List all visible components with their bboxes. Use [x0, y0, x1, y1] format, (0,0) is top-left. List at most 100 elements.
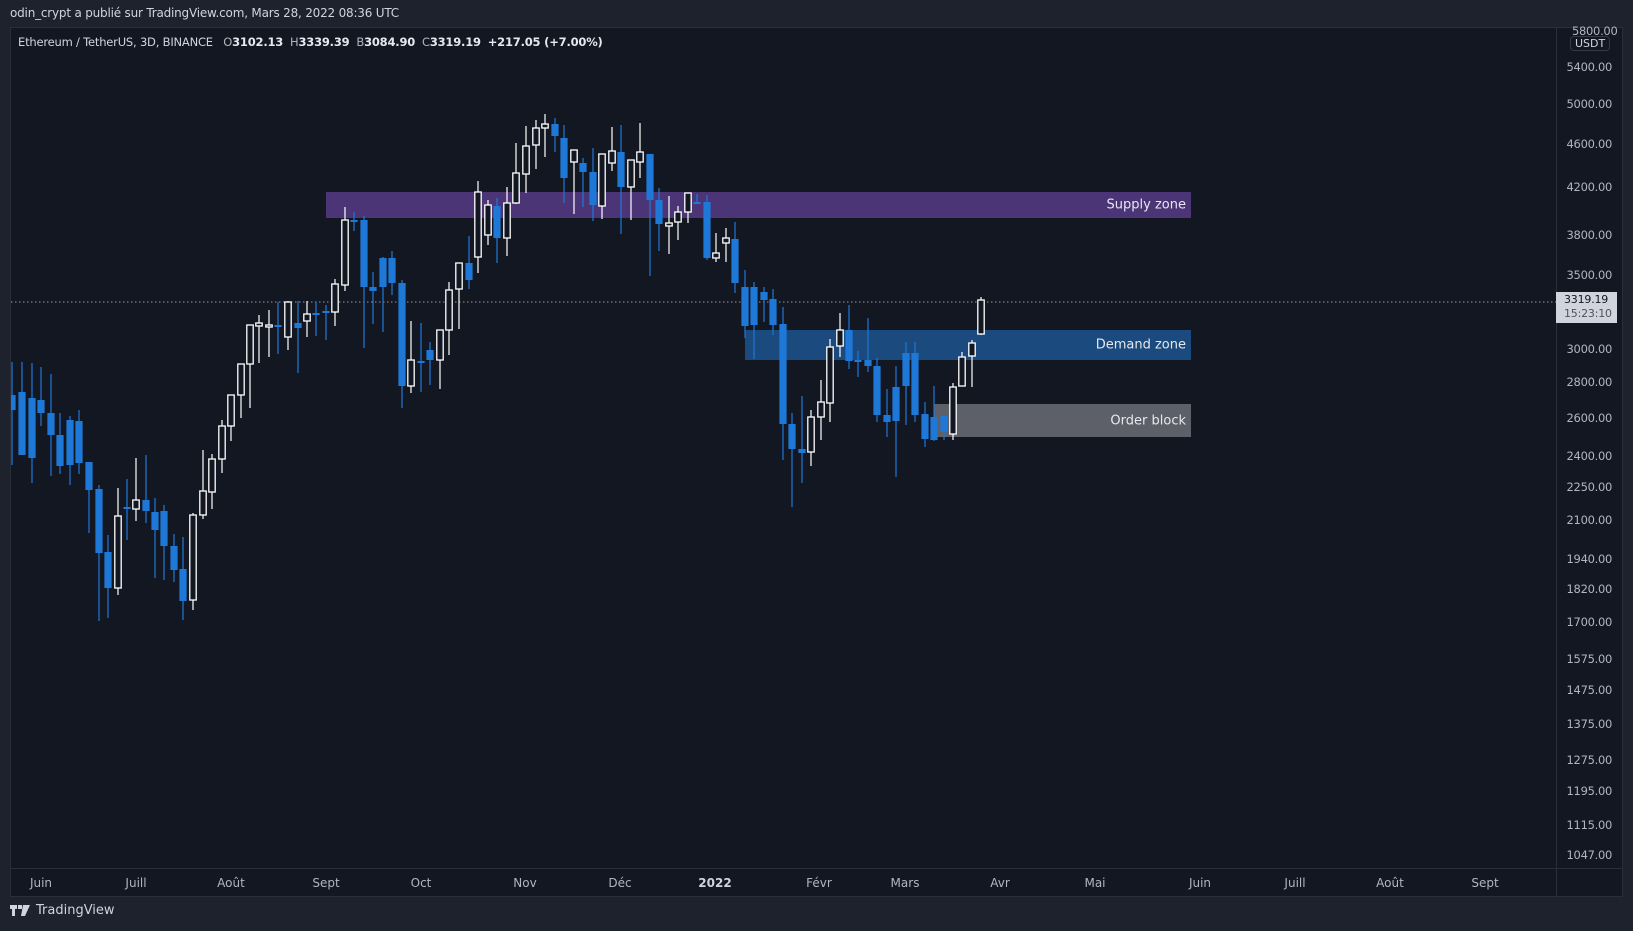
candle [47, 374, 55, 476]
tradingview-logo[interactable]: TradingView [10, 903, 115, 918]
candle [854, 351, 862, 377]
candle [331, 279, 339, 326]
time-label: Déc [608, 876, 632, 890]
zone-label: Demand zone [1095, 337, 1186, 353]
brand-name: TradingView [36, 903, 115, 918]
high-label: H [290, 35, 299, 49]
candle [665, 196, 673, 254]
candle [170, 534, 178, 582]
chart-frame[interactable] [10, 27, 1623, 897]
candle [151, 498, 159, 578]
candle [312, 302, 320, 336]
candle [474, 181, 482, 273]
symbol-name[interactable]: Ethereum / TetherUS, 3D, BINANCE [18, 35, 213, 49]
candle [512, 143, 520, 204]
symbol-legend[interactable]: Ethereum / TetherUS, 3D, BINANCE O3102.1… [18, 35, 603, 49]
candle [18, 362, 26, 455]
candle [445, 282, 453, 355]
candle [864, 318, 872, 372]
candle [779, 307, 787, 460]
price-label: 4600.00 [1566, 136, 1613, 151]
time-label: Juin [1188, 876, 1212, 890]
candle [436, 329, 444, 389]
time-label: Mars [890, 876, 920, 890]
candle [522, 126, 530, 193]
zone-rect[interactable] [326, 192, 1191, 218]
candle [75, 410, 83, 474]
candle [589, 148, 597, 221]
candle [769, 289, 777, 335]
zone-rect[interactable] [934, 404, 1191, 437]
price-label: 1047.00 [1566, 847, 1613, 862]
candle [788, 413, 796, 507]
candle [341, 207, 349, 291]
candle [265, 310, 273, 357]
candle [350, 212, 358, 231]
candle [760, 287, 768, 322]
candle [369, 272, 377, 324]
candle [845, 305, 853, 369]
candle [902, 342, 910, 425]
price-label: 3500.00 [1566, 267, 1613, 282]
price-label: 2100.00 [1566, 513, 1613, 528]
candle [712, 233, 720, 262]
candle [551, 118, 559, 152]
current-price-tag: 3319.19 15:23:10 [1556, 292, 1617, 323]
candle [417, 323, 425, 392]
time-label: Août [217, 876, 245, 890]
time-label: Août [1376, 876, 1404, 890]
price-label: 2250.00 [1566, 480, 1613, 495]
candle [388, 251, 396, 295]
time-label: Nov [513, 876, 537, 890]
price-label: 2600.00 [1566, 410, 1613, 425]
candle [911, 342, 919, 422]
candle [208, 454, 216, 509]
candle [873, 358, 881, 422]
candle [930, 386, 938, 441]
open-value: 3102.13 [232, 35, 284, 49]
candle [274, 302, 282, 354]
candle [227, 394, 235, 441]
candle [179, 537, 187, 620]
time-label: Juill [125, 876, 147, 890]
axis-corner [1556, 868, 1623, 897]
candle [303, 301, 311, 337]
candle [322, 305, 330, 340]
candle [455, 262, 463, 329]
time-label: Juill [1284, 876, 1306, 890]
candle [579, 158, 587, 207]
candle [627, 159, 635, 220]
time-axis[interactable]: Juin Juill Août Sept Oct Nov Déc 2022 Févr Mars Av… [10, 868, 1556, 898]
price-label: 1195.00 [1566, 784, 1613, 799]
candle [85, 462, 93, 533]
candle [655, 188, 663, 251]
open-label: O [223, 35, 233, 49]
candle [826, 339, 834, 422]
price-label: 5400.00 [1566, 59, 1613, 74]
candle [570, 149, 578, 214]
price-label-top-clipped: 5800.00 [1572, 24, 1618, 38]
time-label: Sept [1471, 876, 1499, 890]
price-label: 1575.00 [1566, 651, 1613, 666]
candle [608, 127, 616, 171]
candle [674, 206, 682, 240]
current-price-value: 3319.19 [1564, 293, 1609, 306]
candle [379, 257, 387, 332]
price-label: 3000.00 [1566, 342, 1613, 357]
candle [968, 340, 976, 387]
candle [484, 200, 492, 245]
price-axis[interactable]: 5400.00 5000.00 4600.00 4200.00 3800.00 3500.… [1556, 27, 1624, 868]
candle [940, 416, 948, 440]
candle [37, 367, 45, 426]
currency-badge[interactable]: USDT [1570, 36, 1611, 51]
candle [646, 154, 654, 276]
zone-rect[interactable] [745, 330, 1191, 360]
low-label: B [356, 35, 365, 49]
zone-layer [326, 192, 1191, 437]
candle [132, 458, 140, 521]
candle [532, 120, 540, 169]
low-value: 3084.90 [364, 35, 416, 49]
candle [617, 125, 625, 234]
price-label: 1275.00 [1566, 753, 1613, 768]
